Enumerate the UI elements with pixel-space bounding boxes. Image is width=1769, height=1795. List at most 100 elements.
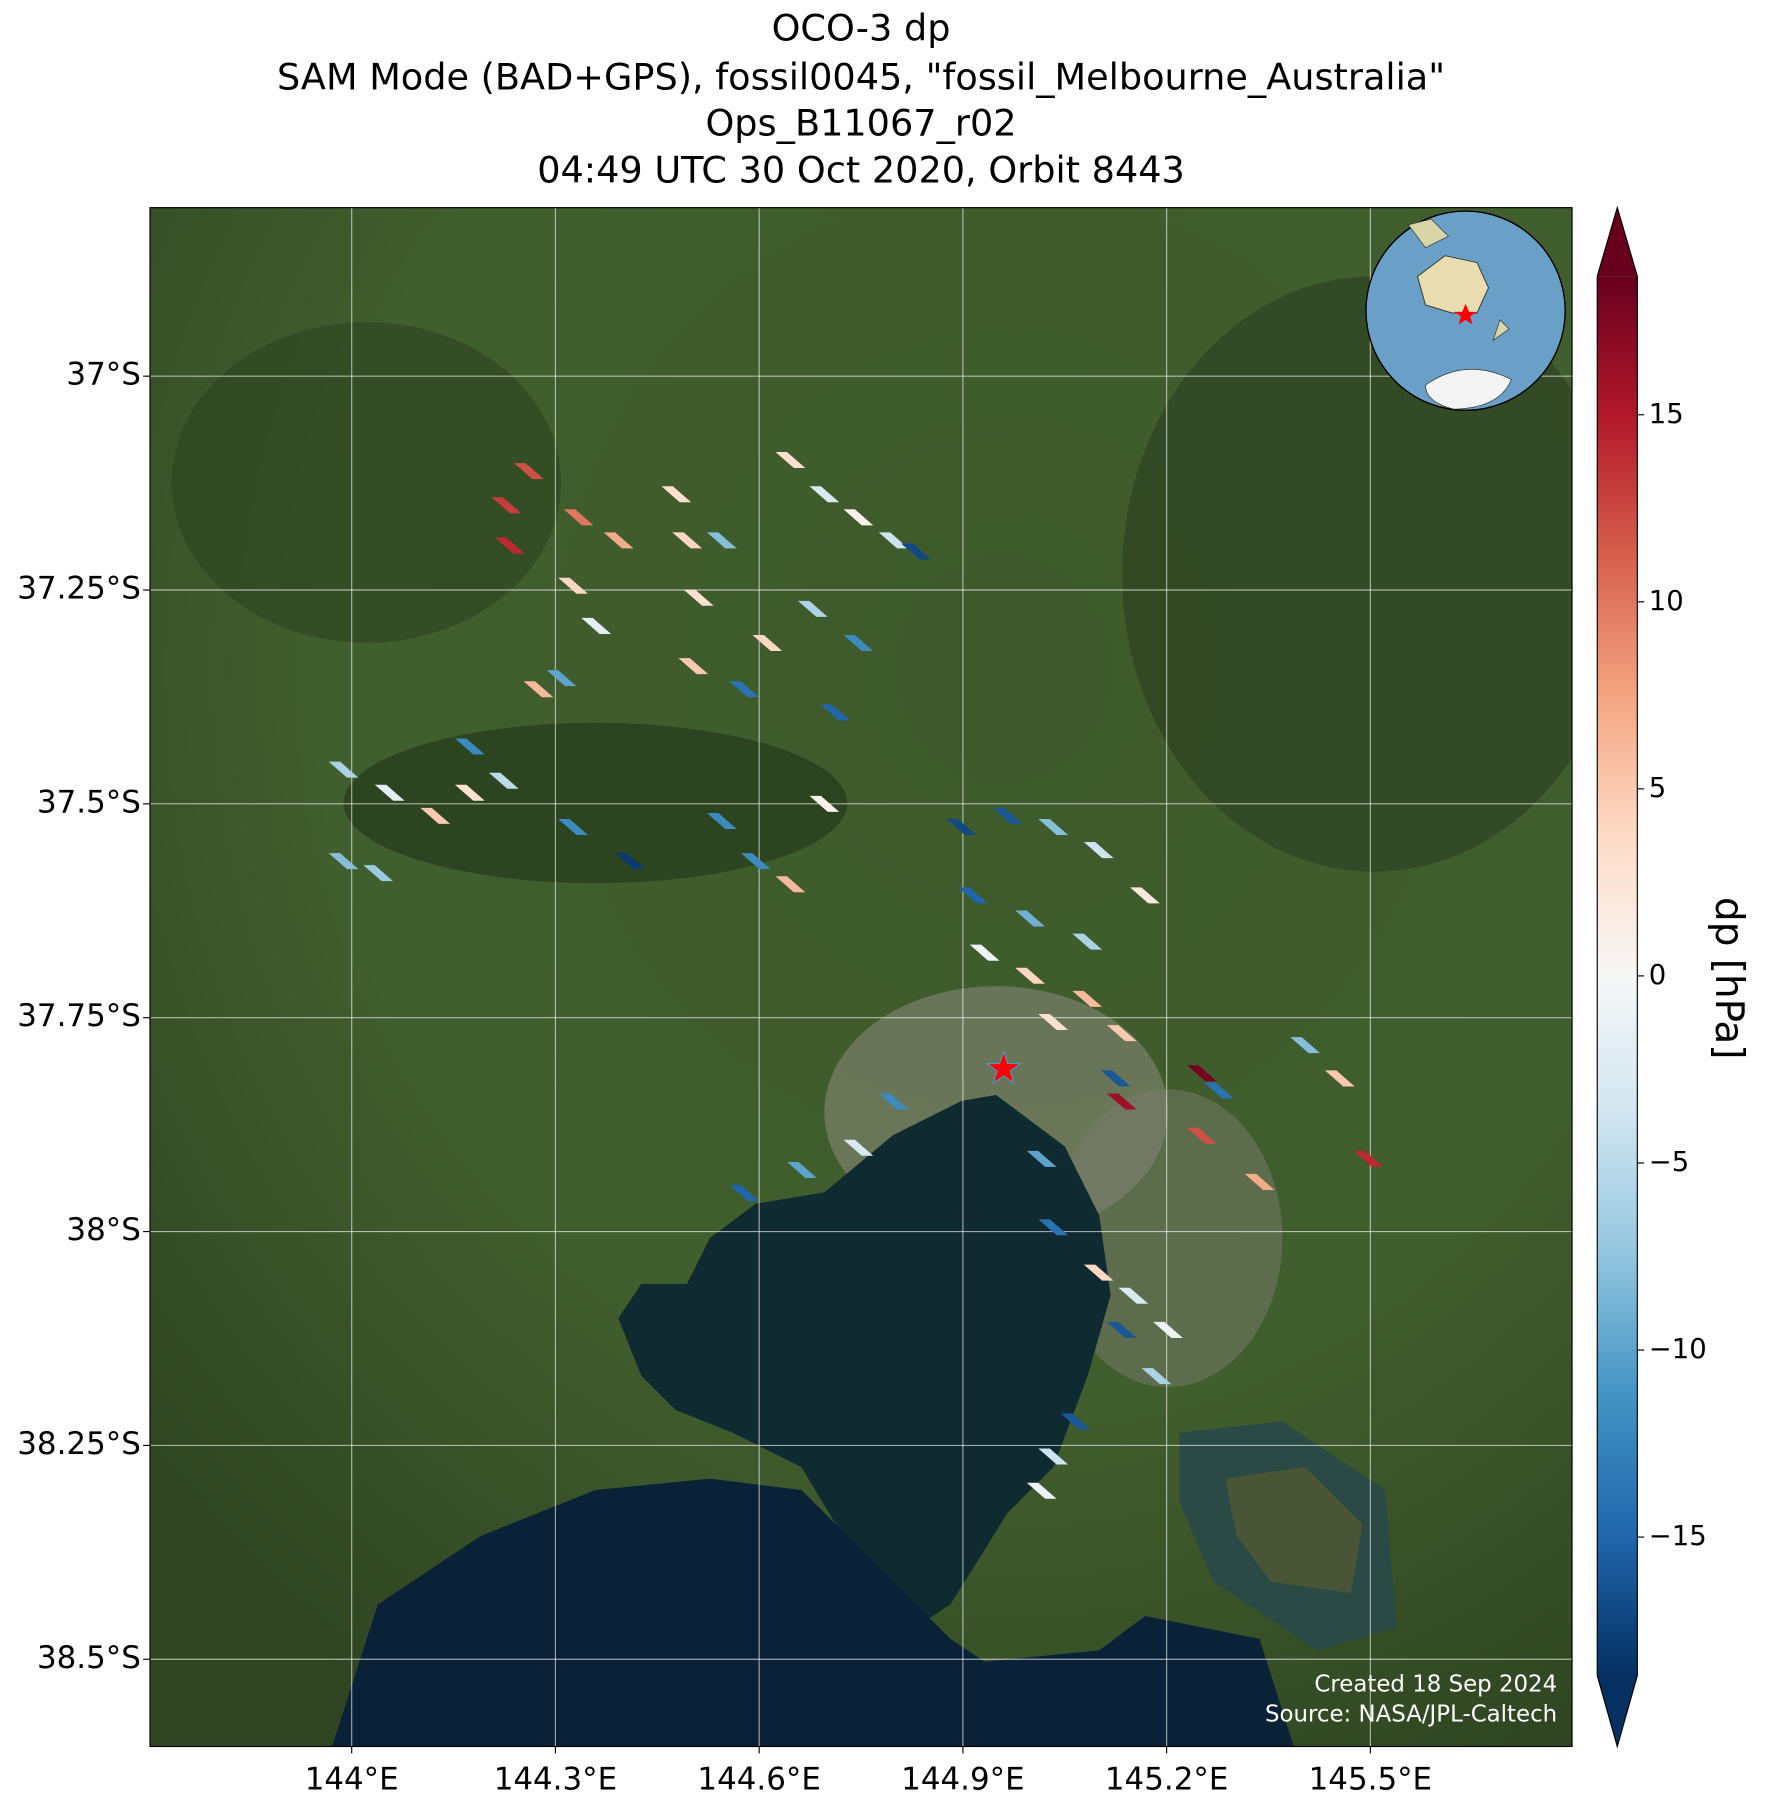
sounding (1106, 1025, 1137, 1042)
sounding (878, 1093, 909, 1110)
sounding (558, 577, 588, 594)
sounding (683, 589, 714, 606)
sounding (488, 772, 519, 789)
sounding (706, 532, 737, 549)
basemap (149, 207, 1573, 1747)
sounding (1106, 1093, 1137, 1110)
title: Ops_B11067_r02 (705, 102, 1016, 145)
sounding (491, 497, 522, 514)
sounding (328, 853, 359, 870)
x-tick-label: 144.6°E (697, 1761, 820, 1795)
sounding (1187, 1127, 1217, 1144)
sounding (843, 509, 874, 526)
sounding (901, 543, 931, 560)
sounding (374, 784, 405, 801)
sounding (969, 944, 1000, 961)
sounding (514, 463, 544, 480)
sounding (843, 635, 874, 652)
sounding (1072, 933, 1103, 950)
colorbar-tick-label: 0 (1649, 960, 1666, 991)
sounding (328, 761, 359, 778)
title: OCO-3 dp (772, 6, 951, 49)
sounding (1026, 1482, 1057, 1499)
sounding (1060, 1413, 1091, 1430)
sounding (615, 853, 646, 870)
sounding (878, 532, 909, 549)
sounding (546, 670, 577, 687)
sounding (820, 704, 851, 721)
sounding (1353, 1150, 1384, 1167)
sounding (706, 812, 737, 829)
sounding (1038, 1013, 1069, 1030)
sounding (809, 486, 840, 503)
sounding (1118, 1287, 1149, 1304)
x-tick-label: 144.9°E (901, 1761, 1024, 1795)
sounding (843, 1139, 874, 1156)
y-tick-label: 38°S (66, 1212, 140, 1248)
sounding (775, 876, 806, 893)
colorbar-tick-label: −10 (1649, 1334, 1707, 1365)
sounding (1204, 1082, 1234, 1099)
y-tick-label: 37.25°S (17, 571, 141, 607)
colorbar-body (1597, 276, 1638, 1676)
sounding (523, 681, 554, 698)
y-tick-label: 37.5°S (37, 784, 141, 820)
sounding (1141, 1368, 1172, 1385)
sounding (1324, 1070, 1355, 1087)
y-tick-label: 37.75°S (17, 998, 141, 1034)
sounding (454, 738, 485, 755)
sounding (495, 537, 525, 554)
sounding (946, 818, 977, 835)
target-star (985, 1050, 1022, 1084)
sounding (1015, 910, 1046, 927)
sounding (740, 853, 771, 870)
sounding (1038, 1448, 1069, 1465)
sounding (1038, 818, 1069, 835)
sounding (661, 486, 692, 503)
sounding (1187, 1065, 1217, 1082)
sounding (729, 681, 760, 698)
colorbar-tick-label: −15 (1649, 1521, 1707, 1552)
sounding (672, 532, 703, 549)
colorbar-tick-label: 5 (1649, 773, 1666, 804)
sounding (797, 600, 828, 617)
sounding (729, 1185, 760, 1202)
title: SAM Mode (BAD+GPS), fossil0045, "fossil_… (277, 56, 1445, 99)
sounding (558, 818, 588, 835)
colorbar-tick-label: 10 (1649, 586, 1684, 617)
sounding (1153, 1321, 1183, 1338)
sounding (678, 658, 709, 675)
sounding (1038, 1219, 1069, 1236)
y-tick-label: 38.25°S (17, 1426, 141, 1462)
x-tick-label: 145.2°E (1105, 1761, 1228, 1795)
colorbar-tick-label: 15 (1649, 399, 1684, 430)
sounding (1290, 1037, 1321, 1054)
x-tick-label: 145.5°E (1309, 1761, 1432, 1795)
sounding (1015, 967, 1046, 984)
sounding (1130, 887, 1160, 904)
x-tick-label: 144.3°E (494, 1761, 617, 1795)
map-frame (149, 207, 1573, 1748)
sounding (809, 795, 840, 812)
colorbar-extend-min (1597, 1675, 1638, 1747)
y-tick-label: 37°S (66, 357, 140, 393)
credit: Created 18 Sep 2024 (1314, 1672, 1557, 1698)
sounding (787, 1161, 817, 1178)
title: 04:49 UTC 30 Oct 2020, Orbit 8443 (537, 148, 1185, 191)
sounding (363, 865, 394, 882)
x-tick-label: 144°E (305, 1761, 399, 1795)
y-tick-label: 38.5°S (37, 1640, 141, 1676)
sounding (1083, 1264, 1114, 1281)
sounding (958, 887, 988, 904)
grid (149, 207, 1573, 1747)
sounding (581, 617, 612, 634)
sounding (775, 451, 806, 469)
sounding (1100, 1070, 1131, 1087)
inset-globe (1365, 210, 1566, 411)
sounding (420, 807, 451, 824)
colorbar-extend-max (1597, 207, 1638, 277)
sounding (454, 784, 485, 801)
colorbar: dp [hPa] (1596, 205, 1751, 1749)
colorbar-tick-label: −5 (1649, 1147, 1690, 1178)
